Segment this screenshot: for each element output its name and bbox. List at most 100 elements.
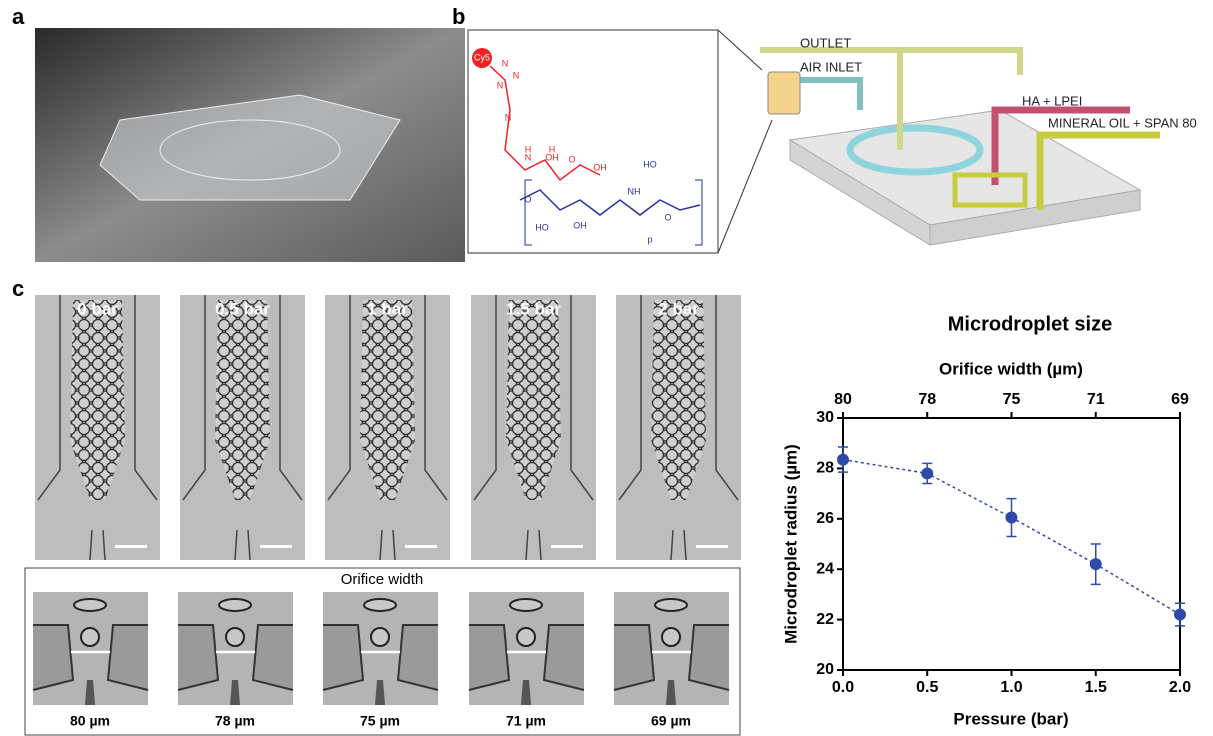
panel-label: a [12,4,25,29]
droplet [80,627,100,647]
chart-title: Microdroplet size [948,313,1112,335]
molecule-label: H [549,144,556,154]
chip-side [929,189,1141,246]
molecule-label: Cy5 [474,52,490,62]
scale-bar [696,545,728,548]
droplet [218,598,252,612]
plot-frame [842,417,1181,671]
schematic-label: AIR INLET [800,59,862,74]
molecule-label: H [525,144,532,154]
y-tick-label: 20 [816,661,834,678]
x-tick-label: 1.5 [1085,679,1107,696]
schematic-label: HA + LPEI [1022,93,1082,108]
scale-bar [551,545,583,548]
oil-tube [1036,131,1160,210]
droplet [661,627,681,647]
width-label: 71 µm [506,713,546,729]
droplet [363,598,397,612]
channel-wall [182,295,303,561]
droplet [370,627,390,647]
x-tick-label: 0.5 [916,679,938,696]
droplet-stream [506,300,561,500]
y-tick-label: 22 [816,611,834,628]
pressure-label: 1 bar [367,299,408,318]
molecule-label: OH [593,162,607,172]
molecule-label: N [525,152,532,162]
schematic-label: OUTLET [800,35,851,50]
data-point [1174,608,1186,621]
width-label: 80 µm [70,713,110,729]
channel-wall [37,295,158,561]
x2-tick-label: 80 [834,391,852,408]
nozzle [666,680,676,705]
scale-bar [115,545,147,548]
molecule-label: p [647,234,652,244]
chip [99,94,401,201]
pressure-label: 2 bar [658,299,699,318]
droplet-stream [360,300,415,500]
molecule-label: N [497,80,504,90]
y-tick-label: 30 [816,409,834,426]
molecule-label: O [568,154,575,164]
molecule-label: N [513,70,520,80]
channel-wall [327,295,448,561]
x-tick-label: 0.0 [832,679,854,696]
orifice-box [24,567,741,736]
zoom-line [717,29,763,71]
backbone [519,189,701,216]
linker [489,65,601,182]
width-label: 75 µm [360,713,400,729]
oil-channel [952,172,1028,208]
nozzle [85,680,95,705]
orifice-wall [613,624,730,691]
ha-tube [991,106,1130,185]
molecule-label: OH [573,220,587,230]
bracket [524,179,703,246]
x2-tick-label: 69 [1171,391,1189,408]
panel-label: c [12,276,24,301]
x2-tick-label: 71 [1087,391,1105,408]
orifice-title: Orifice width [341,571,424,588]
panel-label: b [452,4,465,29]
x2-axis-title: Orifice width (µm) [939,359,1083,378]
channel-wall [618,295,739,561]
pressure-label: 1.5 bar [506,299,561,318]
molecule-label: OH [545,152,559,162]
zoom-line [717,119,773,254]
molecule-label: NH [628,186,641,196]
molecule-label: N [505,112,512,122]
x-tick-label: 1.0 [1000,679,1022,696]
width-label: 69 µm [651,713,691,729]
molecule-box [467,29,719,254]
pressure-label: 0.5 bar [215,299,270,318]
scale-bar [260,545,292,548]
droplet-stream [215,300,270,500]
y-tick-label: 24 [816,560,834,577]
orifice-wall [177,624,294,691]
droplet-stream [651,300,706,500]
air-tube [800,77,863,110]
droplet-stream [70,300,125,500]
width-label: 78 µm [215,713,255,729]
x2-tick-label: 78 [918,391,936,408]
chip-channel [159,119,341,181]
molecule-label: O [664,212,671,222]
x-axis-title: Pressure (bar) [953,709,1068,728]
droplet [509,598,543,612]
molecule-label: N [502,58,509,68]
channel [846,124,984,176]
droplet [654,598,688,612]
molecule-label: HO [535,222,549,232]
data-point [921,467,934,480]
x2-tick-label: 75 [1003,391,1021,408]
pressure-label: 0 bar [77,299,118,318]
y-tick-label: 26 [816,510,834,527]
droplet [73,598,107,612]
beaker [767,71,801,115]
y-tick-label: 28 [816,460,834,477]
cy5-dye [472,48,492,68]
channel-wall [473,295,594,561]
y-axis-title: Microdroplet radius (µm) [781,444,800,644]
nozzle [375,680,385,705]
